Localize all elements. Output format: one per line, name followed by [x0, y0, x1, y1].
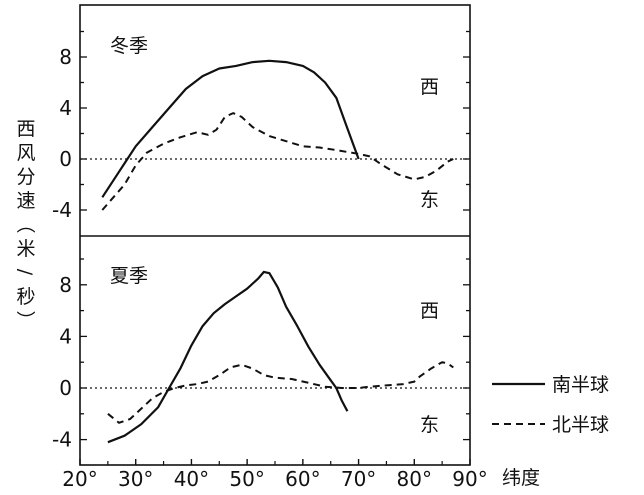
x-tick-label: 20°	[62, 467, 97, 491]
winter-y-tick-labels: -4 0 4 8	[52, 45, 72, 222]
y-title-char: 秒	[16, 286, 35, 308]
winter-panel: -4 0 4 8 冬季 西 东	[52, 30, 470, 222]
winter-north-hemisphere-line	[101, 112, 454, 211]
legend-north-label: 北半球	[552, 414, 609, 436]
x-tick-label: 50°	[229, 467, 264, 491]
legend-south-label: 南半球	[552, 374, 609, 396]
x-tick-label: 90°	[452, 467, 487, 491]
x-tick-label: 80°	[397, 467, 432, 491]
y-title-char: 速	[16, 190, 35, 212]
plot-frame	[79, 4, 471, 466]
x-tick-label: 40°	[174, 467, 209, 491]
summer-east-label: 东	[420, 414, 439, 436]
y-tick-label: 4	[59, 324, 72, 348]
x-tick-label: 30°	[118, 467, 153, 491]
y-tick-label: 0	[59, 147, 72, 171]
y-tick-label: 8	[59, 45, 72, 69]
x-axis-tick-labels: 20° 30° 40° 50° 60° 70° 80° 90°	[62, 467, 487, 491]
summer-panel: -4 0 4 8 夏季 西 东	[52, 258, 470, 452]
winter-east-label: 东	[420, 189, 439, 211]
winter-west-label: 西	[420, 76, 439, 98]
y-tick-label: 8	[59, 273, 72, 297]
y-tick-label: 0	[59, 376, 72, 400]
y-title-char: （	[14, 214, 36, 233]
summer-south-hemisphere-line	[107, 270, 349, 444]
summer-west-label: 西	[420, 300, 439, 322]
y-title-char: /	[14, 269, 36, 276]
x-tick-label: 70°	[341, 467, 376, 491]
x-axis-ticks	[79, 459, 471, 465]
y-title-char: ）	[14, 310, 36, 329]
winter-season-label: 冬季	[110, 35, 148, 57]
legend: 南半球 北半球	[492, 374, 609, 436]
x-tick-label: 60°	[285, 467, 320, 491]
y-title-char: 风	[16, 142, 35, 164]
y-title-char: 分	[16, 166, 35, 188]
x-axis-title: 纬度	[502, 467, 540, 489]
y-title-char: 米	[16, 238, 35, 260]
y-title-char: 西	[16, 118, 35, 140]
summer-north-hemisphere-line	[107, 361, 454, 424]
winter-south-hemisphere-line	[101, 59, 360, 198]
summer-y-tick-labels: -4 0 4 8	[52, 273, 72, 452]
y-tick-label: 4	[59, 96, 72, 120]
summer-season-label: 夏季	[110, 265, 148, 287]
winter-y-ticks	[80, 30, 470, 211]
y-tick-label: -4	[52, 428, 72, 452]
y-tick-label: -4	[52, 198, 72, 222]
